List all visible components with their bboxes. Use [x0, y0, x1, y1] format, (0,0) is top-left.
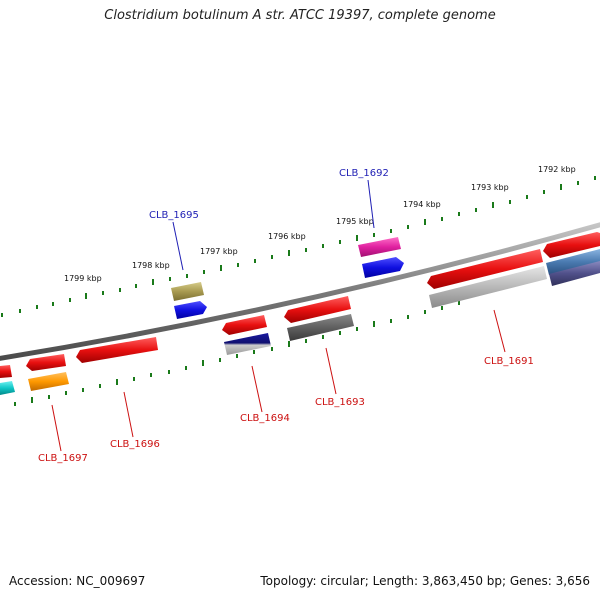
scale-label-1798: 1798 kbp [132, 261, 170, 270]
accession-text: Accession: NC_009697 [9, 574, 146, 588]
gene-feature[interactable] [0, 381, 15, 395]
label-connectors [51, 179, 506, 452]
gene-label-clb-1691[interactable]: CLB_1691 [484, 356, 534, 367]
inner-scale-ticks [14, 299, 460, 406]
gene-feature[interactable] [427, 249, 543, 289]
gene-labels: CLB_1692 CLB_1695 CLB_1691 CLB_1693 CLB_… [38, 168, 534, 464]
scale-label-1797: 1797 kbp [200, 247, 238, 256]
gene-label-clb-1693[interactable]: CLB_1693 [315, 397, 365, 408]
scale-label-1794: 1794 kbp [403, 200, 441, 209]
gene-feature[interactable] [287, 314, 354, 341]
gene-feature[interactable] [0, 365, 12, 378]
scale-label-1796: 1796 kbp [268, 232, 306, 241]
gene-feature[interactable] [429, 266, 547, 308]
gene-label-clb-1697[interactable]: CLB_1697 [38, 453, 88, 464]
map-title: Clostridium botulinum A str. ATCC 19397,… [104, 8, 496, 23]
gene-label-clb-1696[interactable]: CLB_1696 [110, 439, 160, 450]
scale-label-1793: 1793 kbp [471, 183, 509, 192]
gene-feature[interactable] [174, 301, 207, 319]
gene-label-clb-1692[interactable]: CLB_1692 [339, 168, 389, 179]
gene-feature[interactable] [284, 296, 351, 323]
gene-feature[interactable] [546, 249, 600, 275]
outer-scale-ticks [1, 176, 596, 317]
gene-feature[interactable] [362, 257, 404, 278]
gene-feature[interactable] [26, 354, 66, 371]
gene-feature[interactable] [224, 333, 271, 355]
scale-label-1792: 1792 kbp [538, 165, 576, 174]
gene-feature[interactable] [549, 261, 600, 286]
scale-label-1799: 1799 kbp [64, 274, 102, 283]
scale-label-1795: 1795 kbp [336, 217, 374, 226]
gene-feature[interactable] [76, 337, 158, 363]
reverse-features [0, 249, 600, 395]
gene-feature[interactable] [28, 372, 69, 391]
gene-feature[interactable] [358, 237, 401, 257]
gene-feature[interactable] [543, 232, 600, 258]
gene-label-clb-1695[interactable]: CLB_1695 [149, 210, 199, 221]
scale-labels: 1799 kbp 1798 kbp 1797 kbp 1796 kbp 1795… [64, 165, 576, 283]
genome-backbone [0, 222, 600, 361]
forward-features [0, 232, 600, 378]
gene-feature[interactable] [222, 315, 267, 335]
gene-label-clb-1694[interactable]: CLB_1694 [240, 413, 290, 424]
genome-summary-text: Topology: circular; Length: 3,863,450 bp… [260, 574, 590, 588]
gene-feature[interactable] [171, 282, 204, 301]
